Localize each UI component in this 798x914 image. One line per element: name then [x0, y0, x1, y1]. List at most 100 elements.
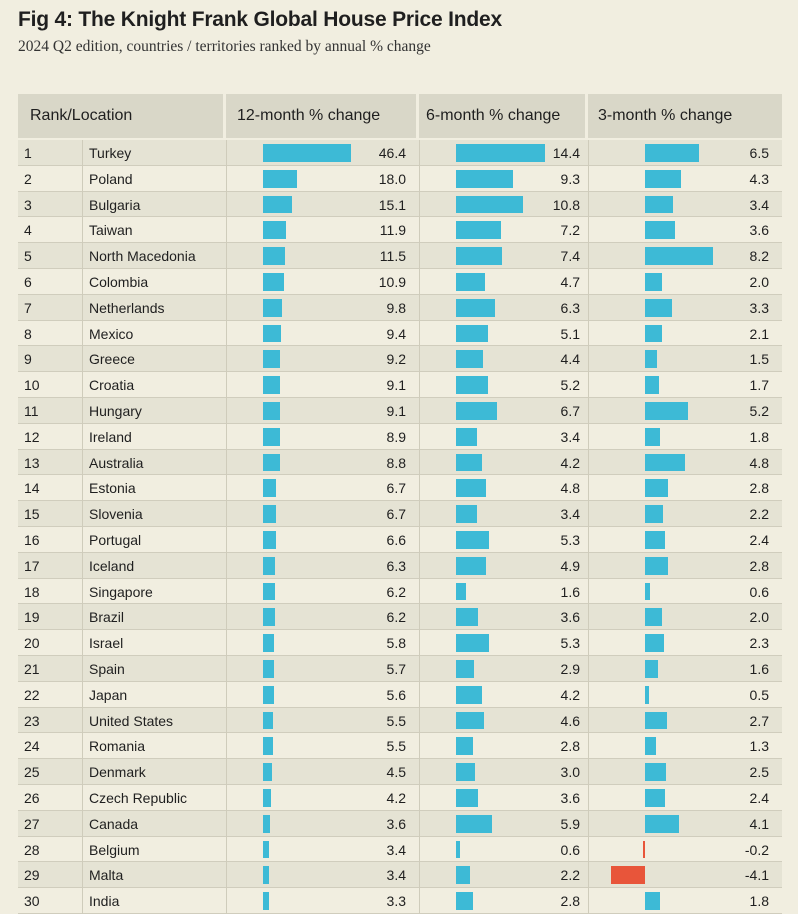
- bar-12m: [263, 221, 286, 240]
- row-separator: [18, 732, 782, 734]
- location-label: Netherlands: [89, 299, 165, 316]
- location-label: Singapore: [89, 583, 153, 600]
- bar-3m: [645, 814, 680, 833]
- rank-label: 1: [24, 144, 32, 161]
- rank-label: 27: [24, 815, 40, 832]
- bar-12m: [263, 247, 285, 265]
- value-label-12m: 5.5: [386, 738, 406, 755]
- location-label: Poland: [89, 170, 133, 187]
- row-separator: [18, 526, 782, 527]
- value-label-12m: 10.9: [378, 273, 406, 290]
- bar-12m: [263, 195, 292, 214]
- bar-3m: [645, 273, 662, 291]
- bar-3m: [645, 660, 659, 678]
- row-separator: [18, 835, 782, 837]
- bar-12m: [263, 789, 271, 807]
- bar-3m: [645, 195, 674, 214]
- bar-3m: [645, 298, 673, 317]
- bar-3m: [645, 556, 669, 575]
- bar-12m: [263, 866, 270, 885]
- value-label-3m: 2.4: [749, 789, 769, 806]
- rank-label: 13: [24, 454, 40, 471]
- divider-rank: [82, 140, 83, 914]
- row-separator: [18, 887, 782, 889]
- bar-12m: [263, 634, 274, 652]
- bar-12m: [263, 685, 274, 704]
- value-label-3m: 0.6: [749, 583, 769, 600]
- value-label-6m: 4.6: [560, 712, 580, 729]
- row-separator: [18, 655, 782, 656]
- bar-6m: [456, 479, 486, 498]
- value-label-12m: 5.5: [386, 712, 406, 729]
- row-separator: [18, 603, 782, 605]
- rank-label: 20: [24, 635, 40, 652]
- value-label-6m: 14.4: [552, 144, 580, 161]
- bar-12m: [263, 350, 281, 369]
- value-label-3m: 3.6: [749, 222, 769, 239]
- value-label-12m: 6.6: [386, 531, 406, 548]
- value-label-3m: 0.5: [749, 686, 769, 703]
- value-label-12m: 9.2: [386, 351, 406, 368]
- rank-label: 17: [24, 557, 40, 574]
- value-label-3m: 1.3: [749, 738, 769, 755]
- row-separator: [18, 551, 782, 553]
- bar-12m: [263, 892, 270, 910]
- rank-label: 12: [24, 428, 40, 445]
- value-label-6m: 4.8: [560, 480, 580, 497]
- value-label-6m: 2.8: [560, 738, 580, 755]
- value-label-3m: 2.7: [749, 712, 769, 729]
- location-label: Croatia: [89, 377, 135, 394]
- row-separator: [18, 319, 782, 321]
- value-label-12m: 9.4: [386, 325, 406, 342]
- bar-12m: [263, 505, 276, 523]
- bar-12m: [263, 169, 298, 188]
- value-label-12m: 6.7: [386, 480, 406, 497]
- rank-label: 18: [24, 583, 40, 600]
- value-label-6m: 6.7: [560, 402, 580, 419]
- bar-6m: [456, 144, 545, 162]
- bar-3m: [645, 763, 666, 781]
- location-label: Ireland: [89, 428, 132, 445]
- location-label: United States: [89, 712, 174, 729]
- bar-6m: [456, 789, 479, 807]
- column-header-12-month: 12-month % change: [237, 107, 381, 124]
- value-label-6m: 9.3: [560, 170, 580, 187]
- row-separator: [18, 448, 782, 450]
- value-label-3m: 1.8: [749, 893, 769, 910]
- location-label: Hungary: [89, 402, 142, 419]
- rank-label: 23: [24, 712, 40, 729]
- value-label-12m: 6.2: [386, 583, 406, 600]
- location-label: Taiwan: [89, 222, 133, 239]
- bar-12m: [263, 144, 351, 162]
- bar-6m: [456, 711, 485, 730]
- bar-3m: [645, 479, 669, 498]
- bar-12m: [263, 376, 281, 394]
- value-label-6m: 3.4: [560, 428, 580, 445]
- location-label: Bulgaria: [89, 196, 141, 213]
- value-label-3m: 4.1: [749, 815, 769, 832]
- bar-6m: [456, 195, 523, 214]
- value-label-3m: 2.0: [749, 273, 769, 290]
- value-label-3m: 6.5: [749, 144, 769, 161]
- rank-label: 5: [24, 248, 32, 265]
- header-bg-3m: [588, 94, 782, 138]
- rank-label: 25: [24, 764, 40, 781]
- rank-label: 8: [24, 325, 32, 342]
- bar-12m: [263, 608, 275, 627]
- bar-12m: [263, 660, 274, 678]
- bar-12m: [263, 840, 270, 859]
- bar-12m: [263, 737, 274, 756]
- bar-3m: [645, 608, 662, 627]
- rank-label: 21: [24, 660, 40, 677]
- value-label-12m: 5.7: [386, 660, 406, 677]
- bar-6m: [456, 556, 487, 575]
- bar-6m: [456, 169, 514, 188]
- bar-3m: [610, 866, 645, 885]
- location-label: North Macedonia: [89, 248, 196, 265]
- value-label-6m: 5.3: [560, 531, 580, 548]
- value-label-6m: 6.3: [560, 299, 580, 316]
- value-label-12m: 8.9: [386, 428, 406, 445]
- value-label-6m: 4.2: [560, 454, 580, 471]
- bar-3m: [645, 453, 685, 472]
- value-label-12m: 3.4: [386, 841, 406, 858]
